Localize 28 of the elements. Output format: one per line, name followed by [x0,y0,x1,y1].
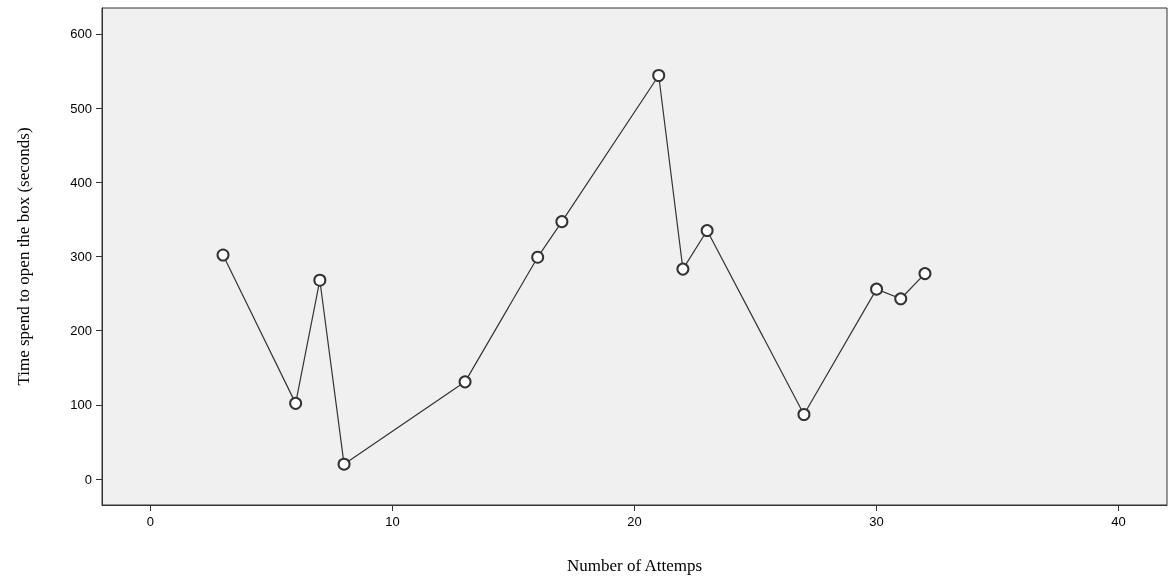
y-tick-label: 0 [84,471,92,487]
point [894,292,908,306]
x-tick-label: 30 [869,514,884,529]
x-tick-label: 20 [627,514,642,529]
point [918,267,932,281]
point [458,375,472,389]
point [700,224,714,238]
point [676,262,690,276]
x-axis-title: Number of Attemps [566,556,703,575]
point [652,69,666,82]
x-tick-label: 0 [146,514,155,529]
y-tick-label: 400 [70,174,92,190]
point [531,250,545,264]
point [870,282,884,296]
y-tick-label: 300 [70,249,92,264]
y-tick-label: 600 [70,26,92,42]
point [289,396,303,410]
x-tick-label: 10 [385,514,400,529]
y-tick-label: 500 [70,100,92,116]
point [555,215,569,229]
point [313,273,327,287]
y-axis-title: Time spend to open the box (seconds) [14,127,33,386]
x-tick-label: 40 [1111,514,1126,529]
point [216,248,230,262]
point [797,408,811,421]
point [337,457,351,471]
y-tick-label: 200 [70,323,92,339]
y-tick-label: 100 [70,397,92,413]
